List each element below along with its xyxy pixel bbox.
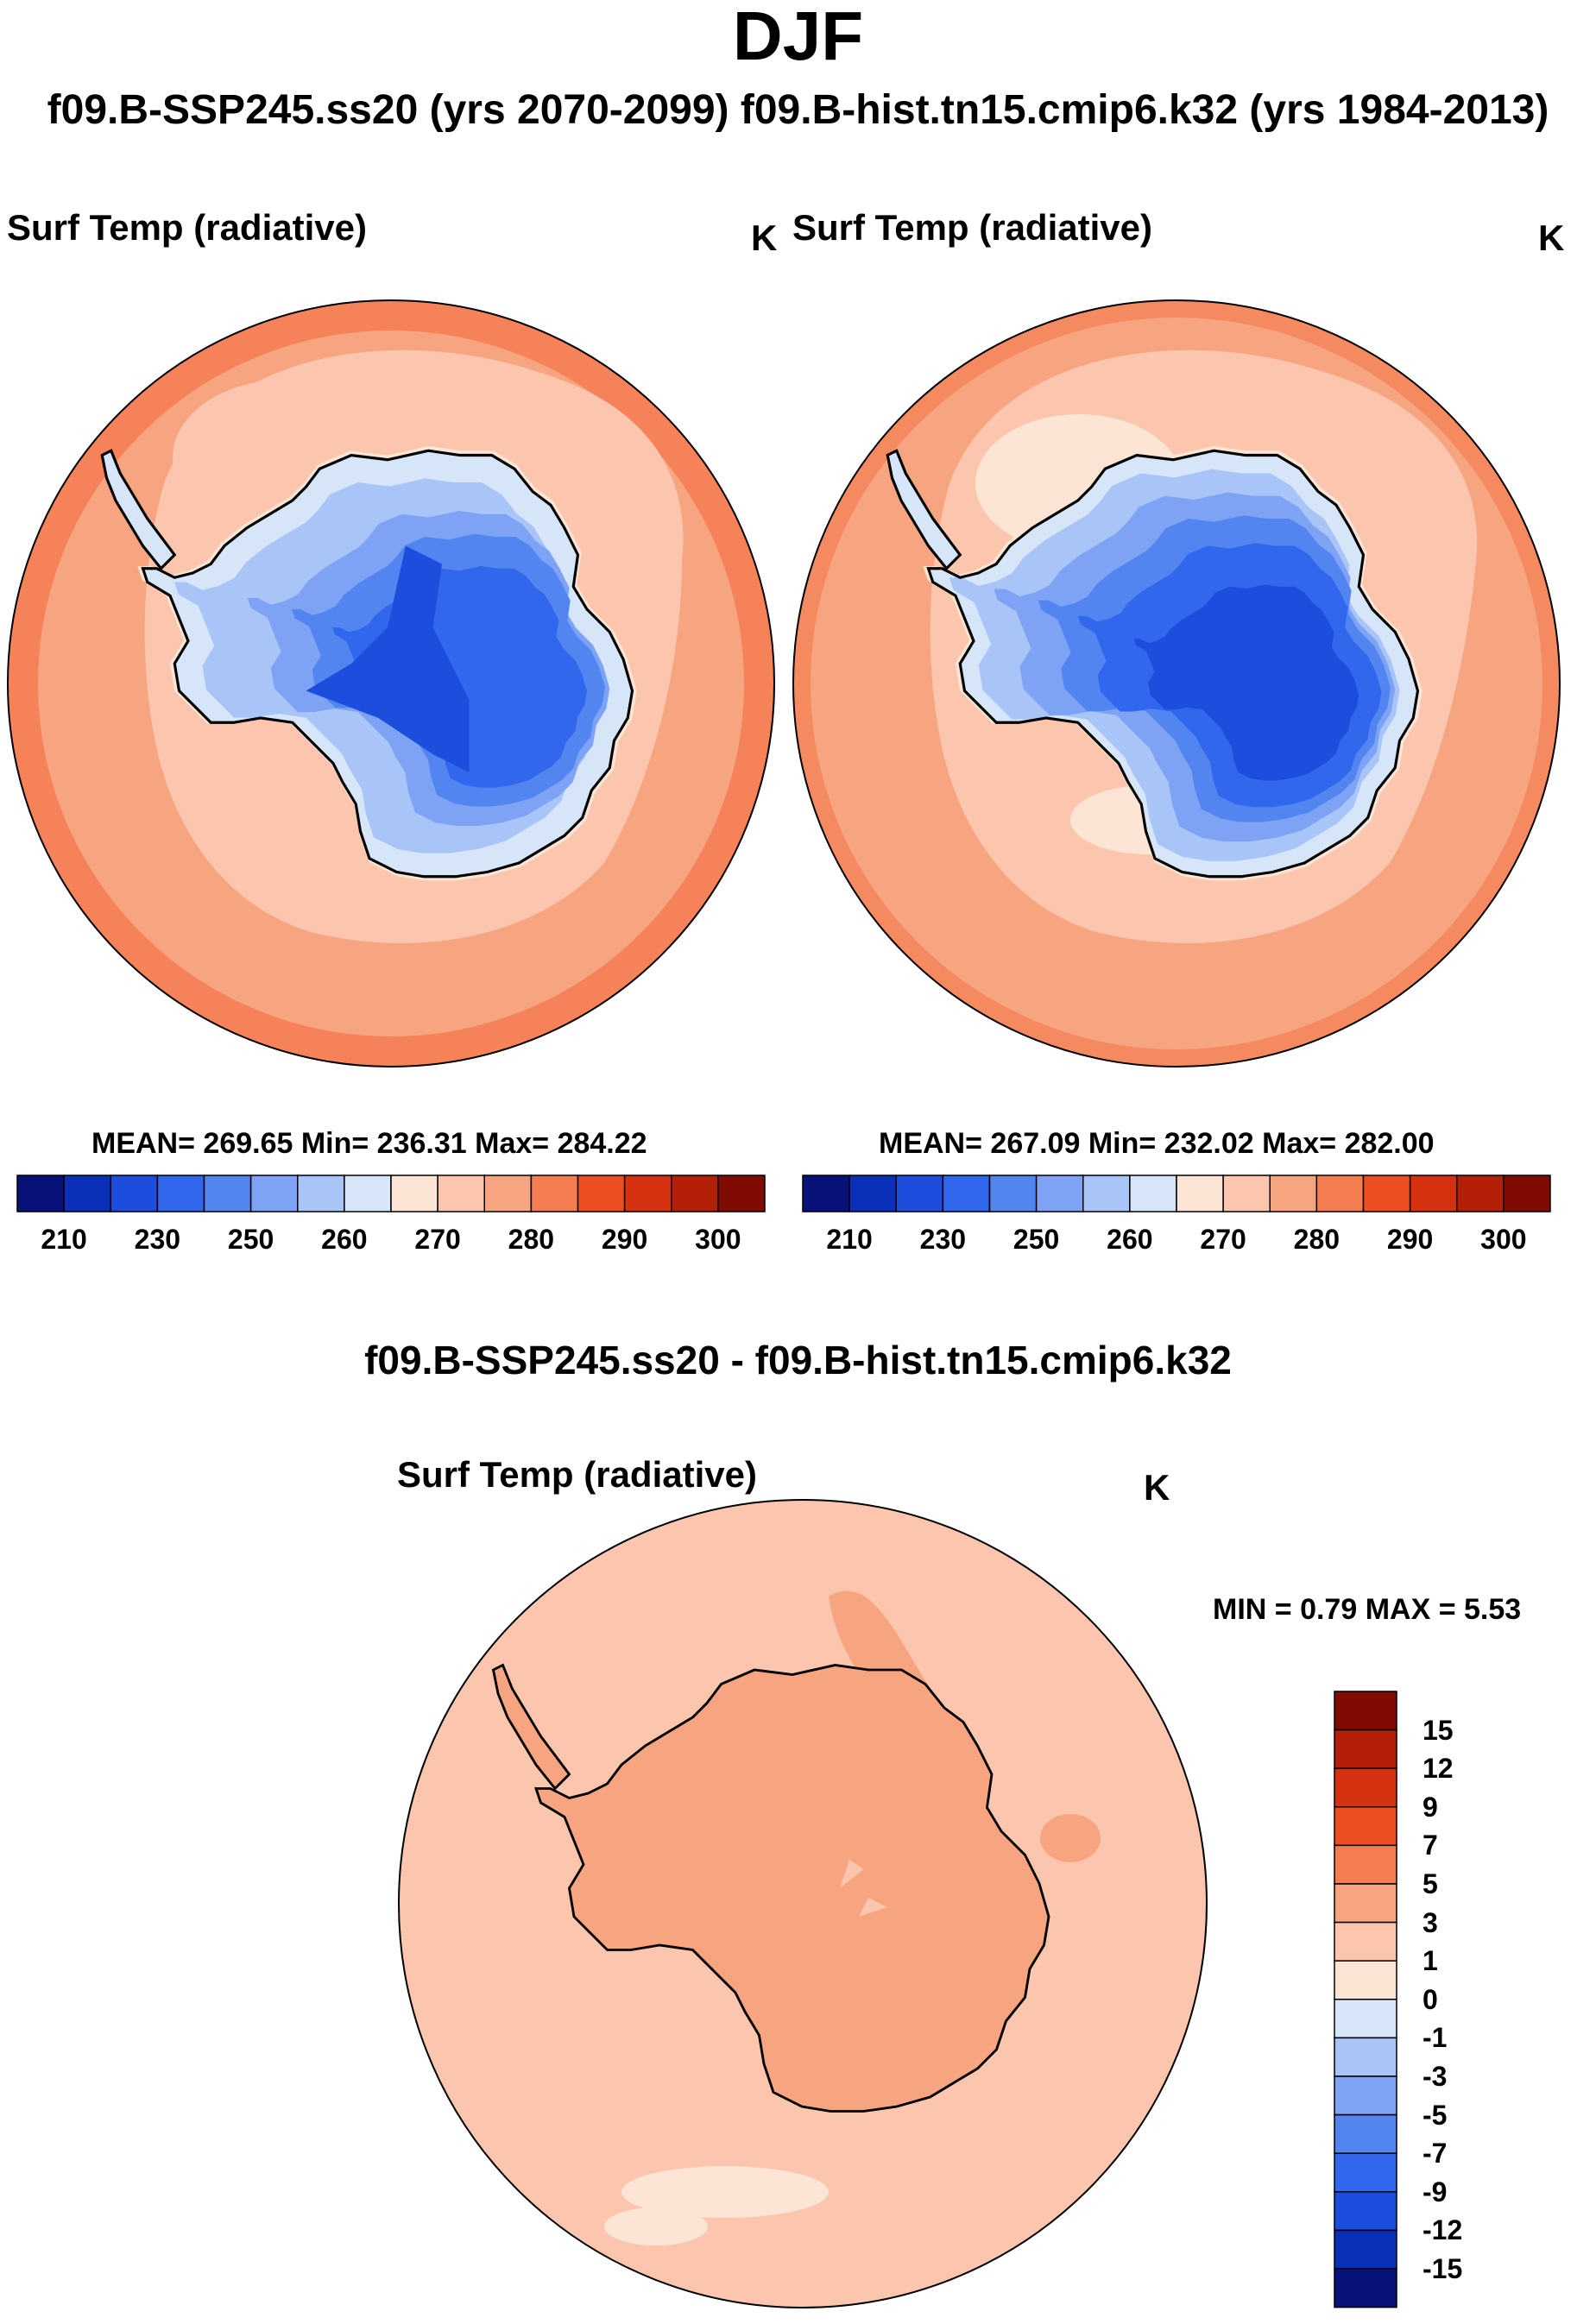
right-colorbar-swatch	[1456, 1175, 1505, 1212]
right-colorbar-swatch	[895, 1175, 944, 1212]
diff-colorbar-tick-label: -15	[1423, 2253, 1463, 2284]
diff-colorbar-swatch	[1334, 2191, 1397, 2232]
diff-colorbar-swatch	[1334, 1691, 1397, 1731]
diff-colorbar-tick-label: -1	[1423, 2022, 1448, 2054]
right-colorbar-swatch	[1222, 1175, 1271, 1212]
right-colorbar-swatch	[1035, 1175, 1084, 1212]
left-panel-title: Surf Temp (radiative)	[7, 207, 367, 248]
diff-colorbar-swatch	[1334, 1729, 1397, 1769]
diff-colorbar-swatch	[1334, 1960, 1397, 2000]
diff-colorbar-tick-label: -9	[1423, 2176, 1448, 2207]
diff-map	[398, 1499, 1208, 2308]
diff-colorbar-swatch	[1334, 1806, 1397, 1847]
diff-colorbar-swatch	[1334, 1999, 1397, 2039]
left-colorbar-swatch	[16, 1175, 65, 1212]
diff-colorbar-tick-label: -3	[1423, 2061, 1448, 2092]
right-colorbar-swatch	[1269, 1175, 1318, 1212]
diff-colorbar	[1334, 1691, 1397, 2308]
left-colorbar-swatch	[483, 1175, 533, 1212]
right-colorbar-swatch	[1176, 1175, 1224, 1212]
diff-colorbar-tick-label: 1	[1423, 1945, 1438, 1977]
left-panel-units: K	[751, 217, 778, 258]
left-colorbar-swatch	[156, 1175, 205, 1212]
left-colorbar-swatch	[717, 1175, 766, 1212]
diff-colorbar-swatch	[1334, 1767, 1397, 1808]
diff-colorbar-swatch	[1334, 2229, 1397, 2270]
diff-colorbar-swatch	[1334, 1883, 1397, 1924]
right-colorbar-tick-label: 270	[1200, 1224, 1246, 1255]
left-colorbar	[16, 1175, 766, 1212]
left-colorbar-swatch	[530, 1175, 579, 1212]
left-colorbar-tick-label: 270	[414, 1224, 461, 1255]
left-colorbar-swatch	[671, 1175, 719, 1212]
left-colorbar-tick-label: 230	[134, 1224, 181, 1255]
left-colorbar-swatch	[249, 1175, 299, 1212]
diff-panel-units: K	[1144, 1467, 1170, 1508]
diff-colorbar-swatch	[1334, 1921, 1397, 1962]
diff-panel-title: Surf Temp (radiative)	[397, 1454, 757, 1495]
diff-colorbar-swatch	[1334, 1844, 1397, 1885]
diff-colorbar-tick-label: -12	[1423, 2214, 1463, 2246]
right-colorbar-swatch	[1362, 1175, 1411, 1212]
diff-colorbar-tick-label: 5	[1423, 1868, 1438, 1899]
left-colorbar-swatch	[577, 1175, 626, 1212]
diff-colorbar-swatch	[1334, 2152, 1397, 2193]
diff-colorbar-tick-label: 7	[1423, 1830, 1438, 1861]
diff-colorbar-swatch	[1334, 2113, 1397, 2154]
left-panel-stats: MEAN= 269.65 Min= 236.31 Max= 284.22	[91, 1127, 647, 1160]
diff-colorbar-tick-label: 9	[1423, 1791, 1438, 1823]
right-colorbar-swatch	[1082, 1175, 1131, 1212]
right-colorbar-swatch	[988, 1175, 1038, 1212]
right-colorbar-swatch	[802, 1175, 850, 1212]
right-panel-units: K	[1538, 217, 1565, 258]
right-colorbar-swatch	[942, 1175, 991, 1212]
left-colorbar-swatch	[110, 1175, 159, 1212]
left-colorbar-swatch	[297, 1175, 345, 1212]
diff-heading: f09.B-SSP245.ss20 - f09.B-hist.tn15.cmip…	[364, 1338, 1232, 1382]
left-colorbar-swatch	[623, 1175, 672, 1212]
left-colorbar-tick-label: 280	[508, 1224, 555, 1255]
right-panel-stats: MEAN= 267.09 Min= 232.02 Max= 282.00	[879, 1127, 1435, 1160]
figure-subtitle: f09.B-SSP245.ss20 (yrs 2070-2099) f09.B-…	[47, 87, 1549, 133]
left-colorbar-tick-label: 290	[601, 1224, 648, 1255]
diff-colorbar-tick-label: -5	[1423, 2099, 1448, 2131]
right-colorbar-swatch	[848, 1175, 897, 1212]
right-colorbar-tick-label: 210	[826, 1224, 873, 1255]
right-colorbar-swatch	[1503, 1175, 1551, 1212]
diff-colorbar-tick-label: 15	[1423, 1714, 1454, 1746]
right-colorbar-tick-label: 230	[919, 1224, 967, 1255]
diff-colorbar-swatch	[1334, 2075, 1397, 2116]
diff-colorbar-tick-label: 3	[1423, 1906, 1438, 1938]
left-colorbar-swatch	[203, 1175, 252, 1212]
diff-panel-stats: MIN = 0.79 MAX = 5.53	[1213, 1593, 1522, 1626]
right-map	[792, 299, 1561, 1068]
left-colorbar-tick-label: 210	[41, 1224, 87, 1255]
left-colorbar-tick-label: 250	[227, 1224, 274, 1255]
diff-colorbar-swatch	[1334, 2268, 1397, 2308]
right-colorbar-swatch	[1315, 1175, 1365, 1212]
left-map	[7, 299, 775, 1068]
right-colorbar-tick-label: 290	[1386, 1224, 1434, 1255]
diff-colorbar-tick-label: 0	[1423, 1983, 1438, 2015]
left-colorbar-swatch	[63, 1175, 111, 1212]
left-colorbar-tick-label: 300	[695, 1224, 741, 1255]
right-panel-title: Surf Temp (radiative)	[792, 207, 1152, 248]
diff-colorbar-tick-label: 12	[1423, 1753, 1454, 1785]
right-colorbar-swatch	[1129, 1175, 1177, 1212]
left-colorbar-swatch	[390, 1175, 438, 1212]
diff-colorbar-tick-label: -7	[1423, 2138, 1448, 2170]
right-colorbar	[802, 1175, 1551, 1212]
right-colorbar-tick-label: 280	[1293, 1224, 1341, 1255]
right-colorbar-tick-label: 300	[1480, 1224, 1527, 1255]
left-colorbar-tick-label: 260	[321, 1224, 368, 1255]
right-colorbar-tick-label: 250	[1012, 1224, 1060, 1255]
figure-title: DJF	[732, 0, 864, 74]
left-colorbar-swatch	[344, 1175, 392, 1212]
right-colorbar-swatch	[1409, 1175, 1458, 1212]
right-colorbar-tick-label: 260	[1107, 1224, 1153, 1255]
diff-colorbar-swatch	[1334, 2037, 1397, 2077]
left-colorbar-swatch	[437, 1175, 485, 1212]
